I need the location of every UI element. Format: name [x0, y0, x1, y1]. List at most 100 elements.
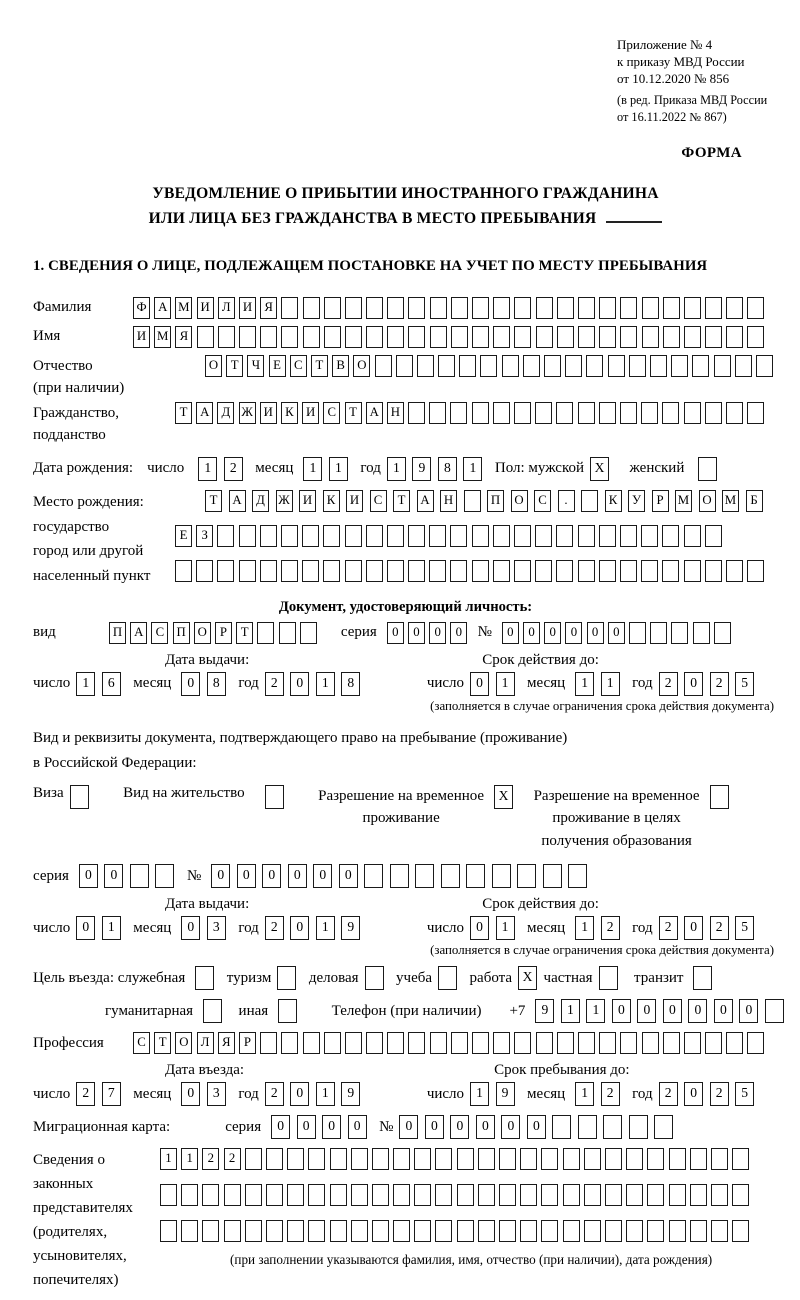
char-box[interactable]: 1 [315, 1082, 335, 1107]
char-box[interactable] [607, 354, 625, 377]
char-box[interactable]: 8 [341, 671, 361, 696]
char-box[interactable] [732, 1220, 750, 1243]
char-box[interactable]: 0 [347, 1115, 367, 1140]
char-box[interactable] [435, 1220, 453, 1243]
char-box[interactable] [705, 1032, 723, 1055]
char-box[interactable] [629, 621, 646, 644]
char-box[interactable]: А [196, 401, 214, 424]
char-box[interactable]: 0 [684, 1082, 704, 1107]
char-box[interactable]: X [590, 456, 610, 481]
char-box[interactable]: X [494, 784, 514, 809]
char-box[interactable]: Т [393, 489, 410, 512]
char-box[interactable]: 8 [206, 671, 226, 696]
char-box[interactable] [499, 1220, 516, 1243]
char-box[interactable]: 1 [101, 916, 121, 941]
char-box[interactable]: Я [175, 325, 193, 348]
char-box[interactable] [440, 864, 460, 889]
char-box[interactable] [387, 296, 405, 319]
char-box[interactable] [556, 559, 574, 582]
char-box[interactable] [202, 1220, 220, 1243]
char-box[interactable] [472, 296, 489, 319]
char-box[interactable] [350, 1220, 368, 1243]
char-box[interactable] [450, 325, 468, 348]
char-box[interactable] [281, 296, 299, 319]
char-box[interactable]: О [510, 489, 528, 512]
char-box[interactable] [499, 1148, 516, 1171]
char-box[interactable] [386, 559, 404, 582]
char-box[interactable] [535, 325, 553, 348]
char-box[interactable] [238, 325, 256, 348]
char-box[interactable] [217, 559, 235, 582]
char-box[interactable]: 0 [386, 621, 404, 644]
char-box[interactable] [203, 999, 223, 1024]
char-box[interactable] [438, 354, 456, 377]
char-box[interactable] [626, 1184, 644, 1207]
char-box[interactable]: И [238, 296, 256, 319]
char-box[interactable] [416, 354, 434, 377]
char-box[interactable] [223, 1184, 241, 1207]
char-box[interactable] [709, 784, 729, 809]
char-box[interactable] [264, 784, 284, 809]
char-box[interactable]: 6 [101, 671, 121, 696]
char-box[interactable]: 2 [264, 916, 284, 941]
char-box[interactable] [604, 1220, 622, 1243]
char-box[interactable] [155, 864, 175, 889]
char-box[interactable] [387, 325, 405, 348]
char-box[interactable] [344, 296, 362, 319]
char-box[interactable]: 0 [338, 864, 358, 889]
char-box[interactable] [456, 1220, 474, 1243]
char-box[interactable] [619, 524, 637, 547]
char-box[interactable]: 9 [341, 916, 361, 941]
char-box[interactable] [238, 559, 256, 582]
char-box[interactable]: 0 [181, 916, 201, 941]
char-box[interactable] [287, 1148, 305, 1171]
char-box[interactable]: 0 [271, 1115, 291, 1140]
char-box[interactable] [626, 1148, 644, 1171]
char-box[interactable]: И [302, 401, 320, 424]
char-box[interactable] [764, 999, 784, 1024]
char-box[interactable] [747, 1032, 765, 1055]
char-box[interactable] [408, 325, 426, 348]
char-box[interactable] [414, 1184, 432, 1207]
char-box[interactable] [238, 524, 256, 547]
char-box[interactable]: Т [154, 1032, 172, 1055]
char-box[interactable] [366, 296, 384, 319]
char-box[interactable] [492, 559, 510, 582]
char-box[interactable] [371, 1220, 389, 1243]
char-box[interactable] [583, 1184, 601, 1207]
char-box[interactable] [747, 559, 765, 582]
char-box[interactable]: 1 [76, 671, 96, 696]
char-box[interactable] [654, 1115, 674, 1140]
char-box[interactable] [641, 401, 659, 424]
char-box[interactable]: Н [386, 401, 404, 424]
char-box[interactable] [69, 784, 89, 809]
char-box[interactable] [577, 1115, 597, 1140]
char-box[interactable]: 1 [575, 1082, 595, 1107]
char-box[interactable] [260, 325, 278, 348]
char-box[interactable] [259, 559, 277, 582]
char-box[interactable] [541, 1184, 559, 1207]
char-box[interactable]: 1 [575, 671, 595, 696]
char-box[interactable]: 0 [424, 1115, 444, 1140]
char-box[interactable] [429, 559, 447, 582]
char-box[interactable] [393, 1148, 411, 1171]
char-box[interactable]: Т [344, 401, 362, 424]
char-box[interactable]: Л [196, 1032, 214, 1055]
char-box[interactable] [471, 401, 489, 424]
char-box[interactable] [689, 1148, 707, 1171]
char-box[interactable] [598, 401, 616, 424]
char-box[interactable] [647, 1220, 665, 1243]
char-box[interactable] [472, 1032, 489, 1055]
char-box[interactable]: В [332, 354, 350, 377]
char-box[interactable] [698, 456, 718, 481]
char-box[interactable] [329, 1184, 347, 1207]
char-box[interactable] [395, 354, 413, 377]
char-box[interactable] [244, 1148, 262, 1171]
char-box[interactable]: 2 [658, 1082, 678, 1107]
char-box[interactable] [389, 864, 409, 889]
char-box[interactable] [450, 401, 468, 424]
char-box[interactable]: 2 [600, 916, 620, 941]
char-box[interactable]: Р [238, 1032, 256, 1055]
char-box[interactable]: 1 [198, 456, 218, 481]
char-box[interactable]: 8 [437, 456, 457, 481]
